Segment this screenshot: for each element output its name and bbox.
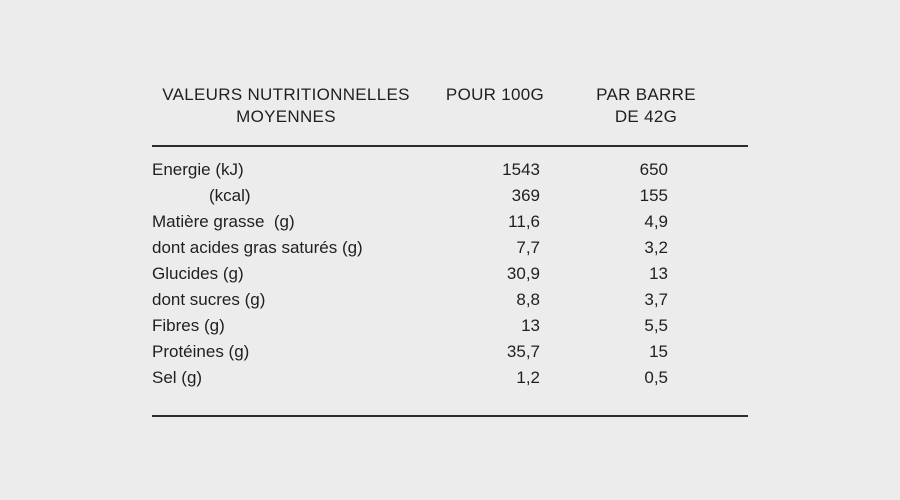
row-value-per-bar: 155 (639, 186, 668, 205)
row-value-per-100g: 369 (511, 186, 540, 205)
bottom-rule (152, 415, 748, 417)
row-value-per-100g: 1543 (502, 160, 540, 179)
row-value-per-100g: 7,7 (516, 238, 540, 257)
table-row-acides-gras-satures: dont acides gras saturés (g) 7,7 3,2 (152, 235, 748, 261)
table-row-energie-kj: Energie (kJ) 1543 650 (152, 157, 748, 183)
row-filler (668, 183, 748, 209)
row-filler (668, 209, 748, 235)
column-header-nutrients-line1: VALEURS NUTRITIONNELLES (162, 85, 410, 104)
table-row-sucres: dont sucres (g) 8,8 3,7 (152, 287, 748, 313)
row-filler (668, 157, 748, 183)
column-header-per-100g: POUR 100G (445, 85, 545, 104)
row-label: Fibres (g) (152, 316, 225, 335)
row-filler (668, 261, 748, 287)
table-row-fibres: Fibres (g) 13 5,5 (152, 313, 748, 339)
row-value-per-bar: 0,5 (644, 368, 668, 387)
row-value-per-bar: 650 (639, 160, 668, 179)
row-value-per-bar: 13 (649, 264, 668, 283)
column-header-per-bar: PAR BARRE DE 42G (596, 84, 696, 128)
row-label: dont sucres (g) (152, 290, 266, 309)
row-filler (668, 339, 748, 365)
row-filler (668, 235, 748, 261)
row-label: Glucides (g) (152, 264, 244, 283)
row-label: (kcal) (209, 186, 251, 205)
row-value-per-100g: 8,8 (516, 290, 540, 309)
header-divider-rule (152, 145, 748, 147)
table-row-sel: Sel (g) 1,2 0,5 (152, 365, 748, 391)
column-header-nutrients-line2: MOYENNES (236, 107, 336, 126)
row-filler (668, 365, 748, 391)
table-row-proteines: Protéines (g) 35,7 15 (152, 339, 748, 365)
row-filler (668, 313, 748, 339)
row-label: Sel (g) (152, 368, 203, 387)
row-value-per-100g: 11,6 (508, 212, 540, 231)
table-row-energie-kcal: (kcal) 369 155 (152, 183, 748, 209)
row-value-per-100g: 13 (521, 316, 540, 335)
row-filler (668, 287, 748, 313)
column-header-nutrients: VALEURS NUTRITIONNELLES MOYENNES (152, 84, 420, 128)
row-label: Matière grasse (g) (152, 212, 295, 231)
row-value-per-bar: 3,7 (644, 290, 668, 309)
row-value-per-bar: 4,9 (644, 212, 668, 231)
row-value-per-100g: 1,2 (516, 368, 540, 387)
table-row-glucides: Glucides (g) 30,9 13 (152, 261, 748, 287)
row-value-per-bar: 5,5 (644, 316, 668, 335)
nutrition-table: VALEURS NUTRITIONNELLES MOYENNES POUR 10… (152, 84, 748, 434)
row-label: Energie (kJ) (152, 160, 244, 179)
row-value-per-bar: 15 (649, 342, 668, 361)
column-header-per-bar-line2: DE 42G (614, 107, 678, 126)
row-value-per-bar: 3,2 (644, 238, 668, 257)
row-value-per-100g: 30,9 (506, 264, 540, 283)
column-header-per-bar-line1: PAR BARRE (596, 85, 696, 104)
table-row-matiere-grasse: Matière grasse (g) 11,6 4,9 (152, 209, 748, 235)
row-value-per-100g: 35,7 (506, 342, 540, 361)
row-label: Protéines (g) (152, 342, 250, 361)
table-body: Energie (kJ) 1543 650 (kcal) 369 155 Mat… (152, 157, 748, 391)
row-label: dont acides gras saturés (g) (152, 238, 363, 257)
